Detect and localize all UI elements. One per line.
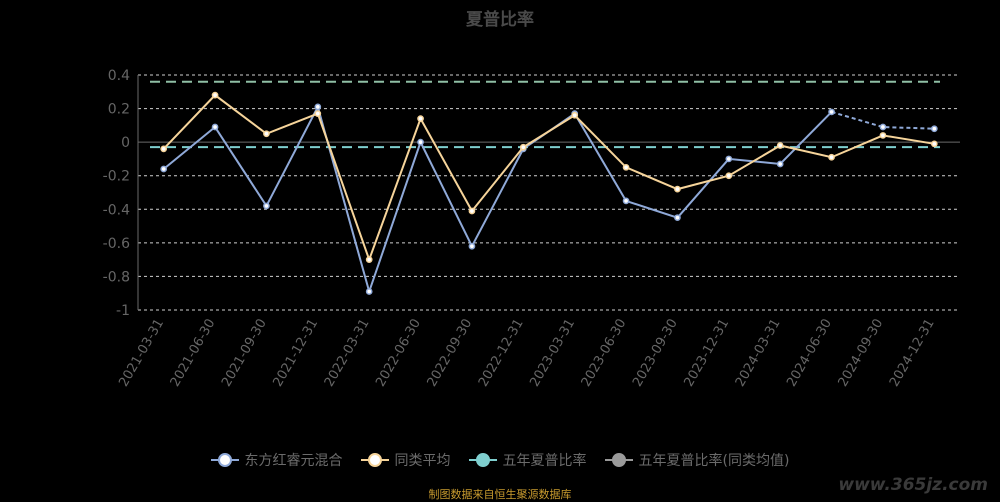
data-point [879, 132, 887, 139]
chart-title: 夏普比率 [466, 10, 534, 30]
data-source-note: 制图数据来自恒生聚源数据库 [428, 488, 572, 501]
legend-label-fund: 东方红睿元混合 [244, 453, 343, 469]
data-point [519, 143, 527, 151]
data-point [417, 138, 424, 146]
data-point [828, 153, 835, 161]
data-point [776, 142, 784, 149]
series-line [163, 104, 833, 295]
data-point [211, 91, 219, 99]
legend-swatch-peer-average [360, 452, 389, 468]
x-tick-label: 2022-06-30 [373, 317, 424, 390]
legend-label-five-year-sharpe-peer: 五年夏普比率(同类均值) [638, 453, 790, 469]
data-point [571, 111, 579, 119]
series-line-dashed [831, 110, 935, 130]
y-tick-label: 0 [121, 135, 130, 151]
legend-swatch-fund [210, 452, 239, 468]
data-point [211, 123, 219, 131]
data-point [674, 214, 681, 222]
legend-item-five-year-sharpe[interactable]: 五年夏普比率 [468, 450, 587, 470]
x-tick-label: 2023-03-31 [527, 317, 578, 390]
data-point [263, 202, 270, 210]
x-tick-label: 2024-09-30 [836, 317, 887, 390]
data-point [622, 197, 630, 205]
x-tick-label: 2021-09-30 [219, 317, 270, 390]
y-tick-label: -0.2 [103, 169, 130, 185]
y-tick-label: -0.8 [103, 269, 130, 285]
x-tick-label: 2024-03-31 [733, 317, 784, 390]
x-tick-label: 2021-03-31 [116, 317, 167, 390]
x-tick-label: 2022-09-30 [425, 317, 476, 390]
legend-swatch-five-year-sharpe-peer [604, 452, 633, 468]
x-tick-label: 2024-12-31 [887, 317, 938, 390]
data-point [468, 242, 476, 250]
legend-item-fund[interactable]: 东方红睿元混合 [210, 450, 343, 470]
y-tick-label: -0.6 [103, 236, 130, 252]
data-point [160, 165, 168, 173]
data-point [930, 125, 938, 133]
x-tick-label: 2023-12-31 [682, 317, 733, 390]
x-tick-label: 2023-09-30 [630, 317, 681, 390]
x-tick-label: 2023-06-30 [579, 317, 630, 390]
y-tick-label: 0.2 [108, 102, 130, 118]
data-point [776, 160, 784, 168]
series-line [162, 93, 935, 263]
data-point [674, 185, 681, 193]
data-point [930, 140, 938, 148]
x-tick-label: 2022-12-31 [476, 317, 527, 390]
data-point [725, 155, 733, 163]
data-point [314, 110, 322, 117]
legend-item-five-year-sharpe-peer[interactable]: 五年夏普比率(同类均值) [604, 450, 790, 470]
x-tick-label: 2021-12-31 [271, 317, 322, 390]
legend-swatch-five-year-sharpe [468, 452, 497, 468]
y-tick-label: -1 [116, 303, 130, 319]
chart-legend: 东方红睿元混合 同类平均 五年夏普比率 五年夏普比率(同类均值) [0, 450, 1000, 470]
data-point [879, 123, 887, 131]
data-point [160, 145, 168, 153]
data-point [314, 103, 322, 111]
legend-label-five-year-sharpe: 五年夏普比率 [502, 453, 587, 469]
data-point [468, 207, 476, 215]
x-tick-label: 2021-06-30 [168, 317, 219, 390]
x-tick-label: 2024-06-30 [784, 317, 835, 390]
data-point [263, 130, 270, 138]
legend-label-peer-average: 同类平均 [394, 453, 451, 469]
data-point [365, 288, 373, 295]
legend-item-peer-average[interactable]: 同类平均 [360, 450, 451, 470]
data-point [417, 115, 424, 122]
y-tick-label: -0.4 [103, 202, 130, 218]
data-point [828, 108, 835, 116]
y-tick-label: 0.4 [108, 68, 130, 84]
data-point [622, 163, 630, 171]
data-point [725, 172, 733, 180]
watermark: www.365jz.com [838, 475, 988, 495]
x-tick-label: 2022-03-31 [322, 317, 373, 390]
data-point [365, 256, 373, 263]
